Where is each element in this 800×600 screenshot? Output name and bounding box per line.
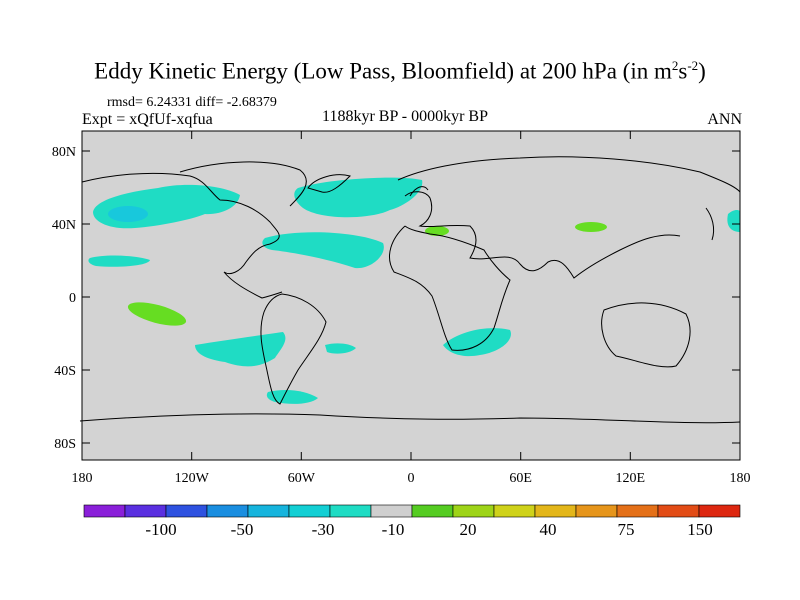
anomaly-patches — [88, 177, 740, 404]
colorbar-label-75: 75 — [618, 520, 635, 539]
central-asia-positive — [575, 222, 607, 232]
colorbar-label-150: 150 — [687, 520, 713, 539]
antarctica-coast — [79, 413, 741, 424]
colorbar-swatch — [206, 504, 249, 518]
x-tick-0: 0 — [408, 471, 415, 486]
colorbar-label-neg100: -100 — [145, 520, 176, 539]
south-africa-anomaly — [443, 328, 511, 357]
period-label: 1188kyr BP - 0000kyr BP — [322, 108, 488, 125]
colorbar-label-neg50: -50 — [231, 520, 254, 539]
colorbar-swatch — [411, 504, 454, 518]
experiment-label: Expt = xQfUf-xqfua — [82, 111, 213, 128]
x-tick-180w: 180 — [72, 471, 93, 486]
eurasia-south-coast — [404, 191, 681, 279]
arctic-canada-coast — [179, 161, 307, 207]
colorbar-swatch — [165, 504, 208, 518]
coastlines — [79, 156, 741, 424]
colorbar-swatch — [288, 504, 331, 518]
colorbar-swatch — [534, 504, 577, 518]
colorbar-label-40: 40 — [540, 520, 557, 539]
north-atlantic-anomaly — [294, 177, 423, 218]
x-tick-120w: 120W — [175, 471, 210, 486]
africa-coast — [389, 225, 511, 351]
colorbar — [83, 504, 741, 518]
colorbar-swatch — [657, 504, 700, 518]
chart-title: Eddy Kinetic Energy (Low Pass, Bloomfiel… — [94, 58, 706, 84]
east-pacific-edge-anomaly — [727, 210, 740, 232]
x-tick-marks — [191, 131, 631, 460]
colorbar-swatch — [124, 504, 167, 518]
colorbar-swatch — [616, 504, 659, 518]
colorbar-label-neg30: -30 — [312, 520, 335, 539]
south-pacific-anomaly — [195, 332, 286, 367]
y-tick-0: 0 — [69, 291, 76, 306]
y-tick-40s: 40S — [54, 364, 76, 379]
y-tick-40n: 40N — [52, 218, 76, 233]
colorbar-swatch — [329, 504, 372, 518]
x-tick-60e: 60E — [509, 471, 532, 486]
colorbar-swatch — [370, 504, 413, 518]
colorbar-label-neg10: -10 — [382, 520, 405, 539]
y-tick-80n: 80N — [52, 145, 76, 160]
south-america-coast — [260, 293, 327, 405]
subtropical-pacific-anomaly — [88, 255, 150, 267]
colorbar-label-20: 20 — [460, 520, 477, 539]
colorbar-swatch — [247, 504, 290, 518]
central-atlantic-anomaly — [262, 232, 384, 269]
south-atlantic-anomaly — [325, 343, 356, 354]
british-isles-coast — [409, 186, 429, 197]
drake-passage-anomaly — [266, 390, 318, 404]
colorbar-swatch — [452, 504, 495, 518]
north-america-coast — [81, 172, 283, 299]
eurasia-north-coast — [397, 156, 741, 193]
north-pacific-core — [108, 206, 148, 222]
rmsd-label: rmsd= 6.24331 diff= -2.68379 — [107, 95, 277, 110]
japan-coast — [705, 207, 715, 241]
colorbar-swatch — [493, 504, 536, 518]
tropical-pacific-positive — [127, 302, 187, 326]
x-tick-60w: 60W — [288, 471, 316, 486]
colorbar-swatch — [698, 504, 741, 518]
x-tick-180e: 180 — [730, 471, 751, 486]
colorbar-swatch — [575, 504, 618, 518]
colorbar-swatch — [83, 504, 126, 518]
australia-coast — [601, 302, 691, 368]
greenland-coast — [307, 174, 351, 193]
x-tick-120e: 120E — [616, 471, 646, 486]
y-tick-marks — [82, 150, 740, 444]
mediterranean-positive — [425, 226, 449, 236]
y-tick-80s: 80S — [54, 437, 76, 452]
season-label: ANN — [707, 111, 742, 128]
